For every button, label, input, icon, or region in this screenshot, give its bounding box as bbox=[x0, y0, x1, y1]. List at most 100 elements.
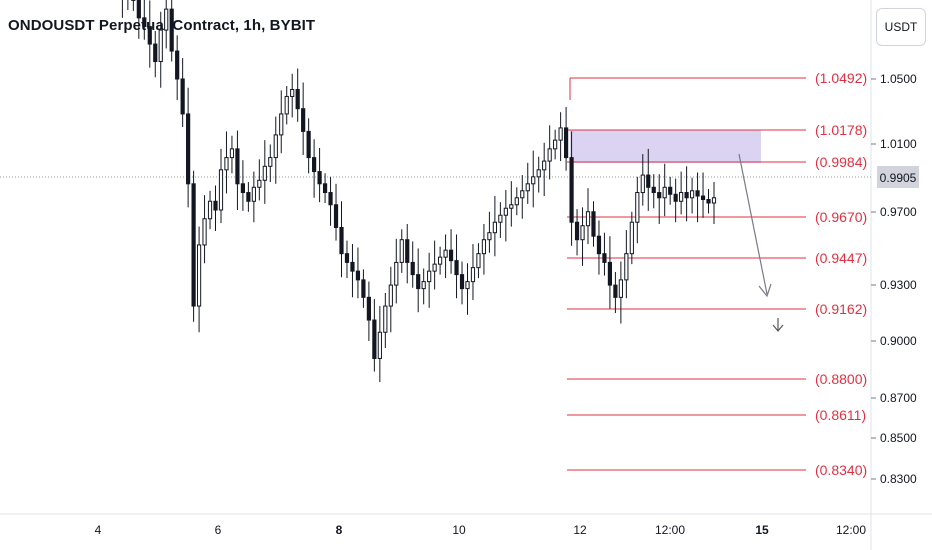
candle-body bbox=[503, 207, 508, 216]
candle-body bbox=[574, 221, 580, 241]
candle-body bbox=[613, 284, 618, 298]
candle-body bbox=[405, 239, 410, 263]
price-tick-label: 0.8500 bbox=[880, 431, 917, 445]
candle-body bbox=[361, 279, 366, 298]
time-tick-label: 8 bbox=[336, 523, 343, 537]
candle-body bbox=[657, 192, 662, 199]
candles bbox=[121, 0, 717, 383]
candle-body bbox=[383, 305, 388, 333]
candle-body bbox=[180, 78, 185, 115]
candle-body bbox=[273, 134, 278, 159]
candle-body bbox=[553, 139, 558, 150]
candle-body bbox=[394, 261, 399, 286]
candle-body bbox=[284, 95, 289, 115]
candle-body bbox=[153, 43, 158, 63]
candle-body bbox=[536, 169, 541, 178]
candle-body bbox=[186, 113, 191, 185]
candle-body bbox=[580, 225, 585, 241]
candle-body bbox=[624, 253, 629, 281]
fib-level-label: (1.0178) bbox=[815, 122, 867, 138]
candle-body bbox=[509, 204, 514, 209]
candle-body bbox=[711, 197, 717, 204]
candle-body bbox=[355, 270, 361, 281]
candle-body bbox=[251, 186, 256, 202]
candle-body bbox=[377, 331, 382, 359]
fib-level-label: (0.8611) bbox=[815, 407, 866, 423]
candle-body bbox=[158, 29, 163, 63]
time-tick-label: 6 bbox=[215, 523, 222, 537]
candle-body bbox=[525, 183, 530, 192]
candle-body bbox=[322, 183, 328, 194]
candle-body bbox=[635, 192, 640, 223]
candle-body bbox=[142, 17, 147, 28]
candle-body bbox=[224, 157, 229, 171]
candle-body bbox=[207, 200, 213, 220]
candle-body bbox=[448, 249, 454, 262]
candle-body bbox=[191, 183, 196, 307]
projection-arrow[interactable] bbox=[738, 153, 772, 298]
candle-body bbox=[470, 267, 476, 283]
candle-body bbox=[569, 157, 574, 223]
candle-body bbox=[262, 165, 267, 181]
current-price-tag bbox=[877, 166, 919, 188]
candle-body bbox=[646, 174, 651, 188]
fib-level-label: (0.8340) bbox=[815, 462, 867, 478]
candle-body bbox=[175, 50, 180, 80]
price-tick-label: 0.9000 bbox=[880, 334, 917, 348]
candle-body bbox=[596, 235, 602, 255]
candle-body bbox=[427, 270, 432, 283]
candle-body bbox=[421, 281, 426, 290]
candle-body bbox=[668, 186, 673, 195]
chart-title: ONDOUSDT Perpetual Contract, 1h, BYBIT bbox=[8, 17, 316, 34]
candle-body bbox=[700, 195, 706, 201]
candle-body bbox=[317, 171, 322, 185]
candle-body bbox=[240, 183, 246, 194]
price-tick-label: 1.0100 bbox=[880, 137, 917, 151]
fib-level-label: (0.9447) bbox=[815, 250, 867, 266]
candle-body bbox=[388, 284, 393, 307]
candle-body bbox=[279, 113, 284, 136]
time-tick-label: 4 bbox=[95, 523, 102, 537]
candle-body bbox=[684, 192, 689, 199]
candle-body bbox=[438, 256, 443, 265]
candle-body bbox=[218, 169, 224, 211]
price-tick-label: 0.8700 bbox=[880, 391, 917, 405]
price-tick-label: 0.9700 bbox=[880, 205, 917, 219]
candle-body bbox=[476, 253, 481, 269]
candle-body bbox=[558, 127, 563, 141]
time-axis: 4 6 8 10 12 12:00 15 12:00 bbox=[95, 523, 867, 537]
candle-body bbox=[235, 148, 240, 185]
candle-body bbox=[306, 130, 311, 159]
candle-body bbox=[492, 221, 497, 234]
candle-body bbox=[147, 26, 152, 45]
fib-level-label: (0.9162) bbox=[815, 301, 867, 317]
candle-body bbox=[268, 157, 273, 167]
candle-body bbox=[602, 253, 607, 263]
time-tick-label: 15 bbox=[755, 523, 769, 537]
candle-body bbox=[164, 8, 169, 31]
candle-body bbox=[547, 148, 552, 162]
candle-body bbox=[514, 197, 519, 206]
candle-body bbox=[640, 174, 645, 194]
price-tick-label: 0.9300 bbox=[880, 278, 917, 292]
candle-body bbox=[695, 190, 700, 197]
candle-body bbox=[465, 281, 470, 290]
candle-body bbox=[481, 239, 487, 255]
supply-zone[interactable] bbox=[570, 130, 761, 163]
candle-body bbox=[651, 186, 656, 194]
fib-level-label: (0.9984) bbox=[815, 154, 867, 170]
candle-body bbox=[350, 261, 355, 272]
currency-button[interactable]: USDT bbox=[876, 8, 926, 46]
current-price-label: 0.9905 bbox=[880, 171, 917, 185]
candle-body bbox=[673, 193, 678, 202]
candle-body bbox=[662, 186, 667, 199]
candle-body bbox=[202, 218, 207, 246]
candle-body bbox=[312, 157, 317, 173]
time-tick-label: 12:00 bbox=[836, 523, 866, 537]
candle-body bbox=[169, 8, 174, 52]
candle-body bbox=[531, 176, 536, 185]
candle-body bbox=[629, 221, 634, 255]
candle-body bbox=[196, 244, 202, 307]
fib-level-label: (0.9670) bbox=[815, 209, 867, 225]
